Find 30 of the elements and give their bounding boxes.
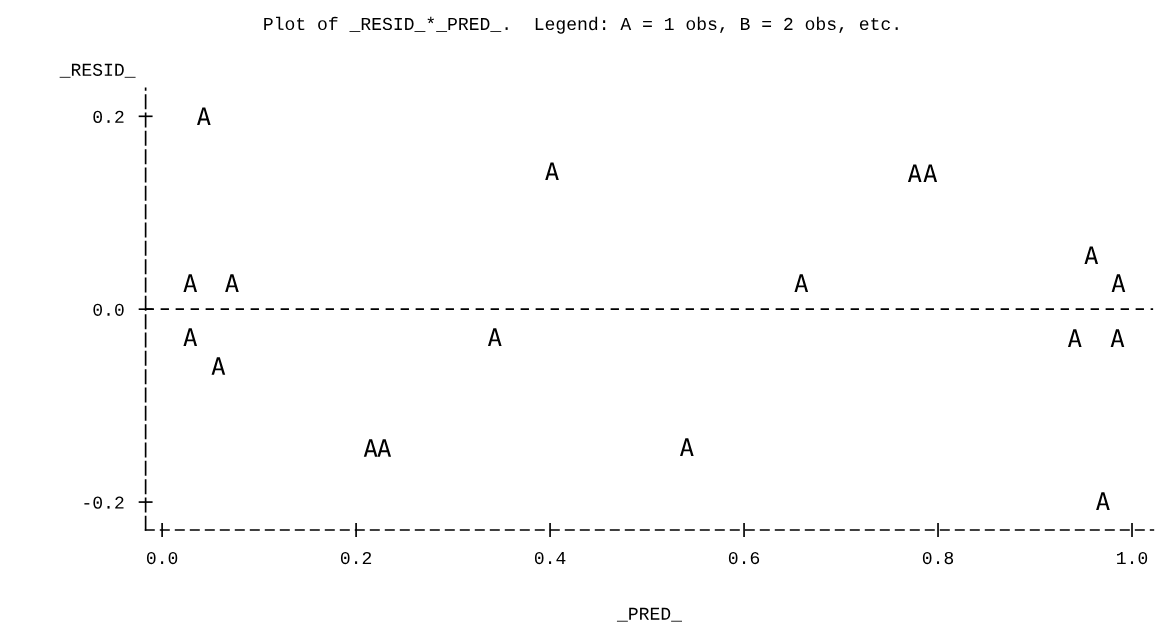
y-tick-label: -0.2: [84, 496, 124, 509]
point: [1096, 492, 1110, 510]
point: [545, 162, 559, 181]
x-tick-label: 1.0: [1117, 551, 1148, 565]
point: [211, 357, 226, 375]
point: [377, 439, 392, 457]
x-tick-label: 0.8: [922, 551, 954, 565]
point: [183, 328, 198, 346]
point: [907, 164, 922, 182]
x-tick-label: 0.4: [534, 551, 566, 565]
y-tick-label: 0.0: [93, 303, 124, 316]
point: [1110, 329, 1125, 347]
x-tick-label: 0.0: [146, 551, 178, 565]
point: [680, 438, 694, 456]
point: [363, 439, 378, 457]
y-tick-label: 0.2: [93, 110, 124, 124]
chart-title: Plot of _RESID_*_PRED_. Legend: A = 1 obs, B = 2 obs, etc.: [264, 16, 898, 34]
point: [1084, 246, 1099, 264]
point: [1111, 274, 1126, 292]
x-axis-title: _PRED_: [616, 607, 683, 622]
x-tick-label: 0.6: [728, 551, 760, 565]
point: [487, 328, 502, 346]
y-axis-title: _RESID_: [59, 63, 136, 78]
point: [1067, 329, 1082, 347]
point: [197, 107, 211, 126]
point: [794, 274, 809, 292]
point: [225, 274, 239, 292]
point: [183, 274, 198, 292]
x-tick-label: 0.2: [340, 551, 372, 565]
point: [923, 164, 938, 182]
